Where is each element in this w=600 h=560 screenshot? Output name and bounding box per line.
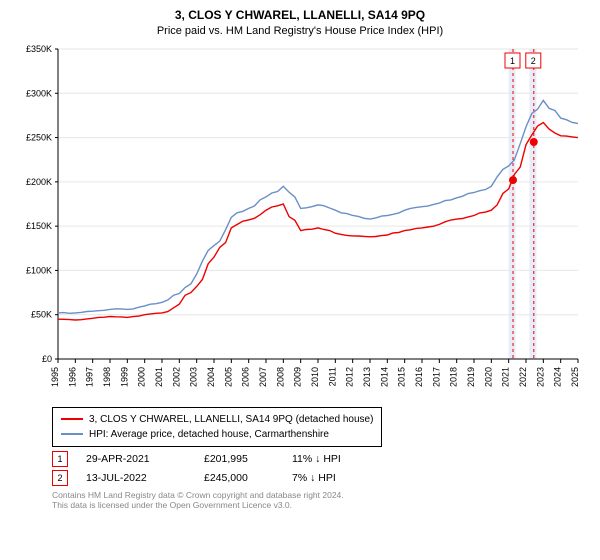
x-tick-label: 2009 [293,367,303,387]
x-tick-label: 2014 [379,367,389,387]
x-tick-label: 2019 [466,367,476,387]
x-tick-label: 2021 [501,367,511,387]
legend-row: 3, CLOS Y CHWAREL, LLANELLI, SA14 9PQ (d… [61,412,373,427]
x-tick-label: 1995 [50,367,60,387]
data-table: 1 29-APR-2021 £201,995 11% ↓ HPI 2 13-JUL-202… [52,451,588,486]
x-tick-label: 2006 [241,367,251,387]
page-title: 3, CLOS Y CHWAREL, LLANELLI, SA14 9PQ [12,8,588,24]
cell-price: £201,995 [204,453,274,465]
footer-line: This data is licensed under the Open Gov… [52,500,588,511]
marker-box: 1 [52,451,68,467]
highlight-band [529,49,536,359]
x-tick-label: 2010 [310,367,320,387]
x-tick-label: 2016 [414,367,424,387]
chart-svg: £0 £50K £100K £150K £200K £250K £300K £350K 1995… [12,41,588,401]
x-tick-label: 2000 [137,367,147,387]
data-row: 2 13-JUL-2022 £245,000 7% ↓ HPI [52,470,588,486]
marker-box-label: 1 [510,56,515,66]
cell-pct: 11% ↓ HPI [292,453,382,465]
x-tick-label: 2015 [397,367,407,387]
cell-price: £245,000 [204,472,274,484]
marker-box-label: 2 [531,56,536,66]
price-marker [530,138,538,146]
y-tick-label: £0 [42,354,52,364]
cell-date: 29-APR-2021 [86,453,186,465]
x-tick-label: 2008 [275,367,285,387]
x-tick-label: 1998 [102,367,112,387]
legend-swatch [61,418,83,420]
x-tick-label: 1996 [67,367,77,387]
x-tick-label: 2017 [431,367,441,387]
x-tick-label: 1999 [119,367,129,387]
x-tick-label: 2005 [223,367,233,387]
data-row: 1 29-APR-2021 £201,995 11% ↓ HPI [52,451,588,467]
x-tick-label: 2004 [206,367,216,387]
y-tick-label: £200K [26,176,52,186]
x-tick-label: 2025 [570,367,580,387]
y-tick-label: £250K [26,132,52,142]
legend-swatch [61,433,83,435]
price-marker [509,176,517,184]
x-tick-label: 2013 [362,367,372,387]
chart: £0 £50K £100K £150K £200K £250K £300K £350K 1995… [12,41,588,401]
legend-label: HPI: Average price, detached house, Carm… [89,427,329,442]
x-tick-label: 2020 [483,367,493,387]
y-tick-label: £300K [26,88,52,98]
highlight-band [509,49,516,359]
legend-row: HPI: Average price, detached house, Carm… [61,427,373,442]
y-tick-label: £350K [26,44,52,54]
page-subtitle: Price paid vs. HM Land Registry's House … [12,25,588,37]
x-tick-label: 2011 [327,367,337,386]
x-tick-label: 2001 [154,367,164,387]
footer: Contains HM Land Registry data © Crown c… [52,490,588,511]
x-tick-label: 2002 [171,367,181,387]
legend: 3, CLOS Y CHWAREL, LLANELLI, SA14 9PQ (d… [52,407,382,447]
x-tick-label: 2022 [518,367,528,387]
cell-pct: 7% ↓ HPI [292,472,382,484]
container: 3, CLOS Y CHWAREL, LLANELLI, SA14 9PQ Pr… [0,0,600,560]
x-tick-label: 2024 [553,367,563,387]
series-line [58,122,578,320]
x-tick-label: 2012 [345,367,355,387]
x-tick-label: 2018 [449,367,459,387]
x-tick-label: 2023 [535,367,545,387]
legend-label: 3, CLOS Y CHWAREL, LLANELLI, SA14 9PQ (d… [89,412,373,427]
marker-box: 2 [52,470,68,486]
cell-date: 13-JUL-2022 [86,472,186,484]
x-tick-label: 2003 [189,367,199,387]
series-line [58,100,578,313]
y-tick-label: £50K [31,309,52,319]
x-tick-label: 2007 [258,367,268,387]
y-tick-label: £150K [26,221,52,231]
footer-line: Contains HM Land Registry data © Crown c… [52,490,588,501]
x-tick-label: 1997 [85,367,95,387]
y-tick-label: £100K [26,265,52,275]
